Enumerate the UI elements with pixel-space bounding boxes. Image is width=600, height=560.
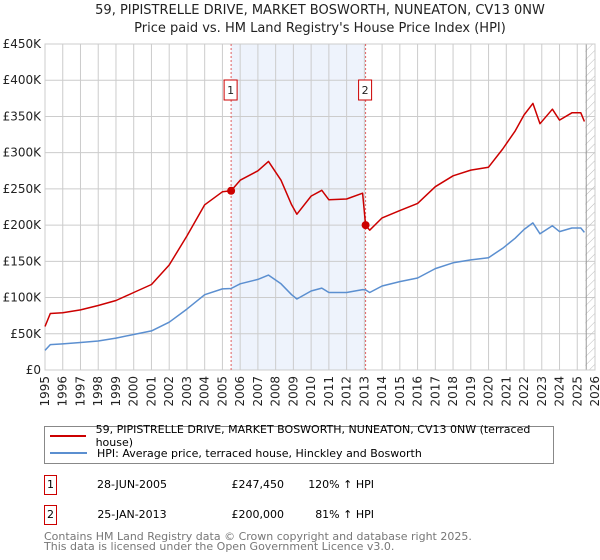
x-tick-label: 2022 [517,376,531,407]
x-tick-label: 1996 [56,376,70,407]
sale-date: 25-JAN-2013 [97,508,167,521]
y-tick-label: £350K [3,109,43,123]
legend-label-hpi: HPI: Average price, terraced house, Hinc… [97,446,422,460]
sale-label: 2 [362,84,369,97]
x-tick-label: 2020 [482,376,496,407]
x-tick-label: 2025 [570,376,584,407]
x-tick-label: 2008 [269,376,283,407]
y-tick-label: £450K [3,37,43,51]
y-tick-label: £400K [3,73,43,87]
x-tick-label: 1995 [38,376,52,407]
x-tick-label: 2013 [357,376,371,407]
x-tick-label: 1998 [91,376,105,407]
legend-label-property: 59, PIPISTRELLE DRIVE, MARKET BOSWORTH, … [95,423,531,449]
sale-point [227,186,236,195]
footer-licence: This data is licensed under the Open Gov… [44,540,395,553]
plot-frame [44,43,596,371]
legend-swatch-property [50,435,86,437]
x-tick-label: 2019 [464,376,478,407]
x-tick-label: 2015 [393,376,407,407]
x-tick-label: 2023 [535,376,549,407]
x-tick-label: 2016 [411,376,425,407]
x-tick-label: 2005 [215,376,229,407]
sale-label: 1 [227,84,234,97]
x-tick-label: 2014 [375,376,389,407]
x-tick-label: 2021 [499,376,513,407]
price-chart: 59, PIPISTRELLE DRIVE, MARKET BOSWORTH, … [3,3,600,407]
footer: Contains HM Land Registry data © Crown c… [44,530,472,553]
sale-date: 28-JUN-2005 [96,478,168,491]
x-tick-label: 2018 [446,376,460,407]
x-tick-label: 2011 [322,376,336,407]
y-tick-label: £100K [3,291,43,305]
sale-label-box [358,79,373,101]
ownership-shade [231,44,366,370]
sale-hpi-change: 81% ↑ HPI [315,508,374,521]
y-tick-label: £300K [3,146,43,160]
footer-copyright: Contains HM Land Registry data © Crown c… [44,530,472,543]
x-tick-label: 2017 [428,376,442,407]
x-tick-label: 2010 [304,376,318,407]
chart-title: 59, PIPISTRELLE DRIVE, MARKET BOSWORTH, … [95,3,545,18]
property-price-line [44,102,586,327]
future-hatch [585,44,595,370]
x-tick-label: 1999 [109,376,123,407]
y-tick-label: £0 [26,363,41,377]
y-tick-label: £200K [3,218,43,232]
x-tick-label: 1997 [73,376,87,407]
x-tick-label: 2003 [180,376,194,407]
x-tick-label: 2001 [144,376,158,407]
sale-price: £200,000 [231,508,285,521]
y-tick-label: £50K [10,327,42,341]
x-tick-label: 2004 [198,376,212,407]
sale-hpi-change: 120% ↑ HPI [308,478,374,491]
x-tick-label: 2006 [233,376,247,407]
sale-row-1: 1 28-JUN-2005 £247,450 120% ↑ HPI [44,475,564,495]
x-tick-label: 2007 [251,376,265,407]
sale-point [361,221,370,230]
x-tick-label: 2009 [286,376,300,407]
sale-price: £247,450 [231,478,285,491]
legend-item-property: 59, PIPISTRELLE DRIVE, MARKET BOSWORTH, … [50,423,553,449]
y-tick-label: £150K [3,254,43,268]
sale-row-2: 2 25-JAN-2013 £200,000 81% ↑ HPI [44,505,564,525]
y-tick-label: £250K [3,182,43,196]
hpi-line [44,222,585,351]
sale-number: 2 [44,505,57,525]
x-tick-label: 2000 [127,376,141,407]
legend: 59, PIPISTRELLE DRIVE, MARKET BOSWORTH, … [44,423,554,464]
x-tick-label: 2026 [588,376,600,407]
sale-number: 1 [44,475,57,495]
x-tick-label: 2012 [340,376,354,407]
legend-item-hpi: HPI: Average price, terraced house, Hinc… [50,445,422,461]
legend-swatch-hpi [50,452,87,454]
chart-subtitle: Price paid vs. HM Land Registry's House … [134,21,506,36]
sale-label-box [223,79,238,101]
x-tick-label: 2002 [162,376,176,407]
x-tick-label: 2024 [553,376,567,407]
